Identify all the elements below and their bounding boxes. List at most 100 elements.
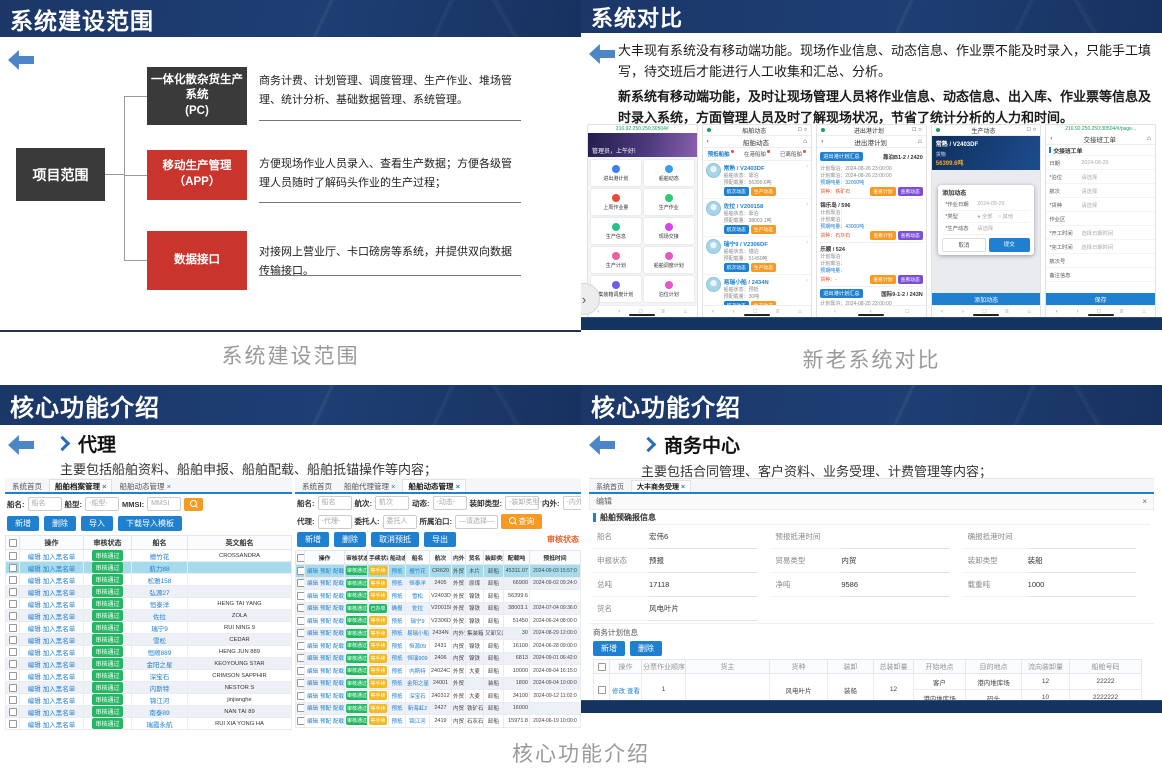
table-row[interactable]: 编辑预配配载单证靠泊移泊原因审核通过等手续预抵瑞宁9V2306DF外贸镍铁卸船5… [295, 614, 581, 628]
dynamic-link[interactable]: 预抵 [391, 593, 403, 600]
table-row[interactable]: 编辑 加入黑名单 审核通过 锦江河 jinjianghe [5, 693, 292, 706]
app-tile[interactable]: 船舶调度计划 [643, 247, 694, 273]
menu-icon[interactable]: ≡ [775, 308, 780, 315]
home-icon[interactable]: ⌂ [1027, 308, 1031, 315]
tab-0[interactable]: 系统首页 [302, 482, 332, 491]
forward-icon[interactable]: › [618, 308, 621, 315]
close-tab-icon[interactable]: × [680, 484, 686, 491]
submit-button[interactable]: 提交 [988, 237, 1030, 252]
toolbar-button[interactable]: 导入 [81, 516, 113, 531]
chip-production-dynamics[interactable]: 生产动态 [750, 263, 776, 272]
row-checkbox[interactable] [297, 591, 304, 600]
ship-name-link[interactable]: 恒泰洋 [409, 581, 426, 588]
chip-voyage-dynamics[interactable]: 航次动态 [723, 263, 749, 272]
field-value[interactable]: 17118 [649, 573, 758, 597]
op-link[interactable]: 编辑 [27, 553, 41, 561]
field-value[interactable]: 内贸 [841, 549, 950, 573]
ship-name-link[interactable]: 雪松 [411, 593, 423, 600]
filter-input[interactable]: -船型- [85, 497, 119, 511]
table-row[interactable]: 编辑预配配载单证靠泊移泊原因审核通过等手续预抵雪松V2403DF外贸镍铁卸船56… [295, 589, 581, 603]
toolbar-button[interactable]: 删除 [630, 641, 662, 656]
row-checkbox[interactable] [8, 551, 17, 560]
add-dynamic-button[interactable]: 添加动态 [931, 293, 1041, 305]
op-link[interactable]: 配载 [333, 681, 345, 688]
op-link[interactable]: 编辑 [307, 618, 319, 625]
op-link[interactable]: 编辑 [27, 673, 41, 681]
ship-name-link[interactable]: 深宝石 [409, 693, 426, 700]
toolbar-button[interactable]: 新增 [7, 516, 39, 531]
op-link[interactable]: 预配 [320, 568, 332, 575]
table-row[interactable]: 编辑 加入黑名单 审核通过 雪松 CEDAR [5, 633, 292, 646]
row-checkbox[interactable] [8, 563, 17, 572]
tabs-icon[interactable]: □ [982, 308, 987, 315]
tab-0[interactable]: 系统首页 [12, 482, 42, 491]
op-link[interactable]: 预配 [320, 656, 332, 663]
op-link[interactable]: 预配 [320, 693, 332, 700]
chip-view-dynamics[interactable]: 查看动态 [897, 231, 923, 240]
op-link[interactable]: 编辑 [27, 697, 41, 705]
modal-field-value[interactable]: ● 全部 ○ 其他 [977, 214, 1014, 221]
refresh-icon[interactable]: ○ [1032, 127, 1037, 133]
op-link[interactable]: 加入黑名单 [42, 553, 76, 561]
phone-tab[interactable]: 已离船舶 [780, 150, 807, 158]
ship-name-link[interactable]: 檀竹花 [409, 568, 426, 575]
op-link[interactable]: 加入黑名单 [42, 625, 76, 633]
close-tab-icon[interactable]: × [455, 482, 460, 491]
row-checkbox[interactable] [297, 641, 304, 650]
form-field-value[interactable]: 请选择 [1081, 174, 1098, 181]
tab-2[interactable]: 船舶动态管理 × [119, 482, 171, 491]
table-row[interactable]: 编辑 加入黑名单 审核通过 金阳之星 KEOYOUNG STAR [5, 657, 292, 670]
field-value[interactable]: 预报 [649, 549, 758, 573]
row-checkbox[interactable] [8, 707, 17, 716]
op-link[interactable]: 预配 [320, 606, 332, 613]
op-link[interactable]: 加入黑名单 [42, 721, 76, 729]
form-field-value[interactable]: 选择日期时间 [1081, 230, 1114, 237]
home-icon[interactable]: ⌂ [683, 308, 688, 315]
op-link[interactable]: 配载 [333, 631, 345, 638]
ship-name-link[interactable]: 松雅158 [147, 577, 172, 585]
row-checkbox[interactable] [297, 604, 304, 613]
table-row[interactable]: 编辑 加入黑名单 审核通过 航力88 [5, 561, 292, 574]
dynamic-link[interactable]: 预抵 [391, 631, 403, 638]
row-checkbox[interactable] [8, 719, 17, 728]
op-link[interactable]: 预配 [320, 593, 332, 600]
op-link[interactable]: 编辑 [307, 606, 319, 613]
op-link[interactable]: 加入黑名单 [42, 565, 76, 573]
table-row[interactable]: 编辑 加入黑名单 审核通过 恒泰洋 HENG TAI YANG [5, 597, 292, 610]
table-row[interactable]: 编辑预配配载单证靠泊移泊原因审核通过等手续预抵内斯特24024C外贸大麦卸船10… [295, 664, 581, 678]
row-checkbox[interactable] [8, 659, 17, 668]
op-link[interactable]: 编辑 [27, 661, 41, 669]
op-link[interactable]: 加入黑名单 [42, 589, 76, 597]
chip-voyage-dynamics[interactable]: 航次动态 [723, 225, 749, 234]
back-icon[interactable]: ‹ [941, 308, 944, 315]
back-arrow-icon[interactable] [8, 435, 34, 455]
op-link[interactable]: 预配 [320, 618, 332, 625]
filter-input[interactable]: -动态- [432, 496, 467, 510]
chip-view-dynamics[interactable]: 查看动态 [897, 187, 923, 196]
row-checkbox[interactable] [8, 647, 17, 656]
back-icon[interactable]: ‹ [821, 138, 824, 145]
tabs-icon[interactable]: □ [638, 308, 643, 315]
dynamic-link[interactable]: 预抵 [391, 643, 403, 650]
table-row[interactable]: 修改 查看 1 风电叶片 装船 12 客户 港内堆库场 12 22222 [593, 673, 1142, 706]
filter-input[interactable]: -内外- [562, 496, 581, 510]
row-checkbox[interactable] [297, 629, 304, 638]
refresh-icon[interactable]: ○ [918, 127, 922, 133]
table-row[interactable]: 编辑预配配载单证靠泊移泊原因审核通过等手续预抵恒源092431内贸镍铁卸船161… [295, 639, 581, 653]
ship-name-link[interactable]: 内斯特 [409, 668, 426, 675]
table-row[interactable]: 编辑 加入黑名单 审核通过 弘源27 [5, 585, 292, 598]
menu-icon[interactable]: ≡ [661, 308, 665, 315]
modal-field-value[interactable]: 请选择 [977, 226, 994, 233]
back-arrow-icon[interactable] [8, 50, 34, 70]
op-link[interactable]: 预配 [320, 706, 332, 713]
ship-name-link[interactable]: 航力88 [149, 565, 170, 573]
op-link[interactable]: 预配 [320, 668, 332, 675]
app-tile[interactable]: 生产信息 [591, 218, 641, 244]
op-link[interactable]: 编辑 [27, 577, 41, 585]
ship-name-link[interactable]: 金阳之星 [146, 661, 173, 669]
op-link[interactable]: 加入黑名单 [42, 577, 76, 585]
ship-name-link[interactable]: 锦江河 [149, 697, 170, 705]
home-icon[interactable]: ⌂ [1147, 135, 1151, 142]
dynamic-link[interactable]: 确报 [391, 606, 403, 613]
